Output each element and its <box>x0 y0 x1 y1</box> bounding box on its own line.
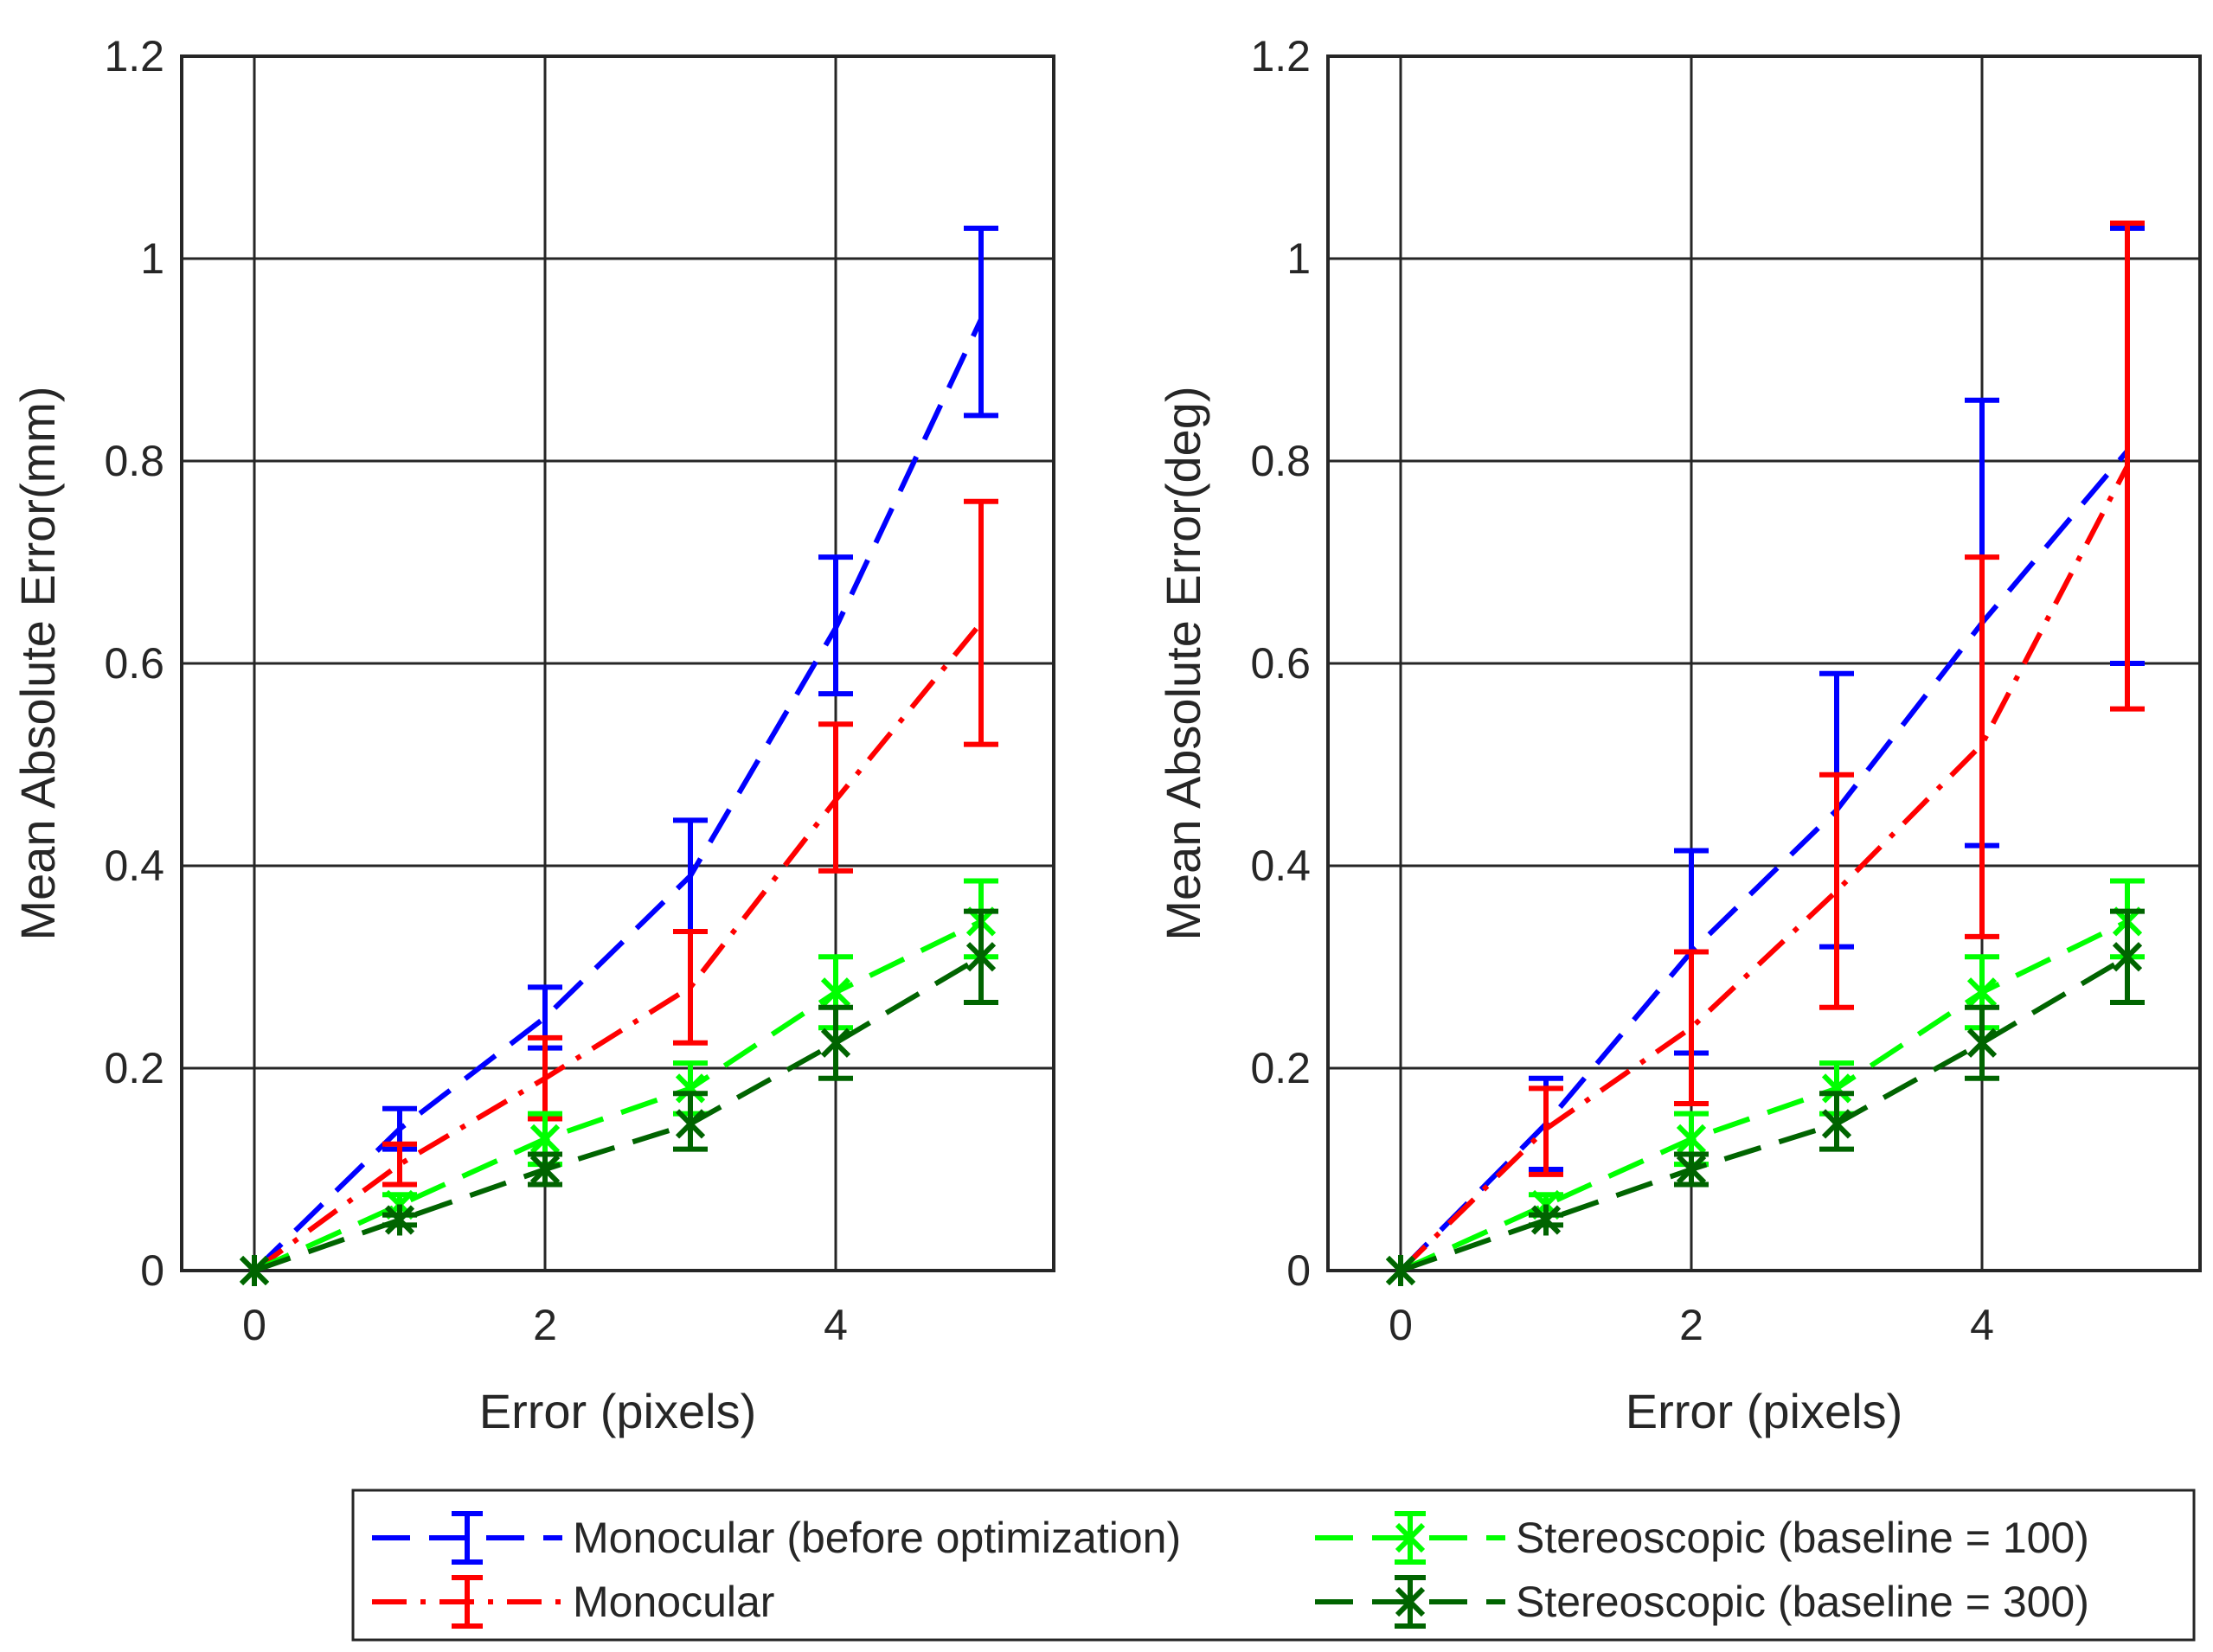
y-tick-label: 0.4 <box>104 842 164 890</box>
y-tick-label: 0.8 <box>1250 437 1311 485</box>
y-axis-label: Mean Absolute Error(deg) <box>1156 386 1210 940</box>
series-line <box>1398 449 2130 1273</box>
data-point-marker <box>820 977 851 1008</box>
legend: Monocular (before optimization) Monocular… <box>351 1489 2196 1642</box>
legend-entry: Stereoscopic (baseline = 300) <box>1315 1575 2089 1629</box>
data-point-marker <box>1821 1073 1852 1104</box>
y-tick-label: 1.2 <box>104 32 164 80</box>
y-tick-label: 0.6 <box>104 639 164 688</box>
data-point-marker <box>1966 977 1998 1008</box>
series-monocular <box>1398 221 2145 1273</box>
y-tick-label: 0.6 <box>1250 639 1311 688</box>
y-tick-label: 0.2 <box>104 1044 164 1092</box>
legend-marker <box>1395 1522 1426 1553</box>
series-line <box>253 919 983 1273</box>
y-tick-label: 1.2 <box>1250 32 1311 80</box>
x-tick-label: 4 <box>824 1301 848 1349</box>
series-line <box>1399 919 2129 1273</box>
y-tick-label: 0.8 <box>104 437 164 485</box>
axes-frame <box>180 54 1055 1272</box>
right-chart-deg: 0 0.2 0.4 0.6 0.8 1 1.2 0 2 4 Error (pixels) Mean A… <box>1156 32 2202 1438</box>
legend-label: Stereoscopic (baseline = 300) <box>1516 1578 2089 1626</box>
series-line <box>1400 954 2129 1273</box>
x-tick-label: 2 <box>1679 1301 1703 1349</box>
data-point-marker <box>675 1073 706 1104</box>
y-tick-label: 0.4 <box>1250 842 1311 890</box>
data-point-marker <box>529 1124 561 1155</box>
legend-box <box>351 1489 2196 1642</box>
series-line <box>253 954 983 1273</box>
x-tick-label: 2 <box>533 1301 557 1349</box>
x-tick-label: 0 <box>242 1301 266 1349</box>
left-chart-mm: 0 0.2 0.4 0.6 0.8 1 1.2 0 2 4 Error (pixels) Mean A… <box>10 32 1055 1438</box>
series-stereoscopic-baseline-300 <box>1385 908 2145 1286</box>
series-monocular <box>253 498 998 1273</box>
x-tick-label: 4 <box>1970 1301 1994 1349</box>
y-axis-label: Mean Absolute Error(mm) <box>10 386 65 940</box>
y-tick-label: 0 <box>1286 1246 1311 1295</box>
legend-entry: Monocular (before optimization) <box>372 1511 1181 1565</box>
legend-entry: Monocular <box>372 1575 774 1629</box>
legend-label: Stereoscopic (baseline = 100) <box>1516 1514 2089 1562</box>
series-line <box>252 317 984 1273</box>
legend-label: Monocular (before optimization) <box>573 1514 1181 1562</box>
data-point-marker <box>1676 1124 1707 1155</box>
legend-entry: Stereoscopic (baseline = 100) <box>1315 1511 2089 1565</box>
series-line <box>1398 464 2130 1273</box>
series-line <box>253 621 984 1273</box>
x-axis-label: Error (pixels) <box>479 1384 756 1438</box>
series-monocular-before-optimization <box>252 225 998 1273</box>
y-tick-label: 0.2 <box>1250 1044 1311 1092</box>
series-stereoscopic-baseline-300 <box>239 908 998 1286</box>
y-tick-label: 1 <box>1286 234 1311 283</box>
axes-frame <box>1326 54 2202 1272</box>
x-tick-label: 0 <box>1389 1301 1413 1349</box>
legend-label: Monocular <box>573 1578 774 1626</box>
y-tick-label: 0 <box>140 1246 164 1295</box>
x-axis-label: Error (pixels) <box>1626 1384 1902 1438</box>
y-tick-label: 1 <box>140 234 164 283</box>
